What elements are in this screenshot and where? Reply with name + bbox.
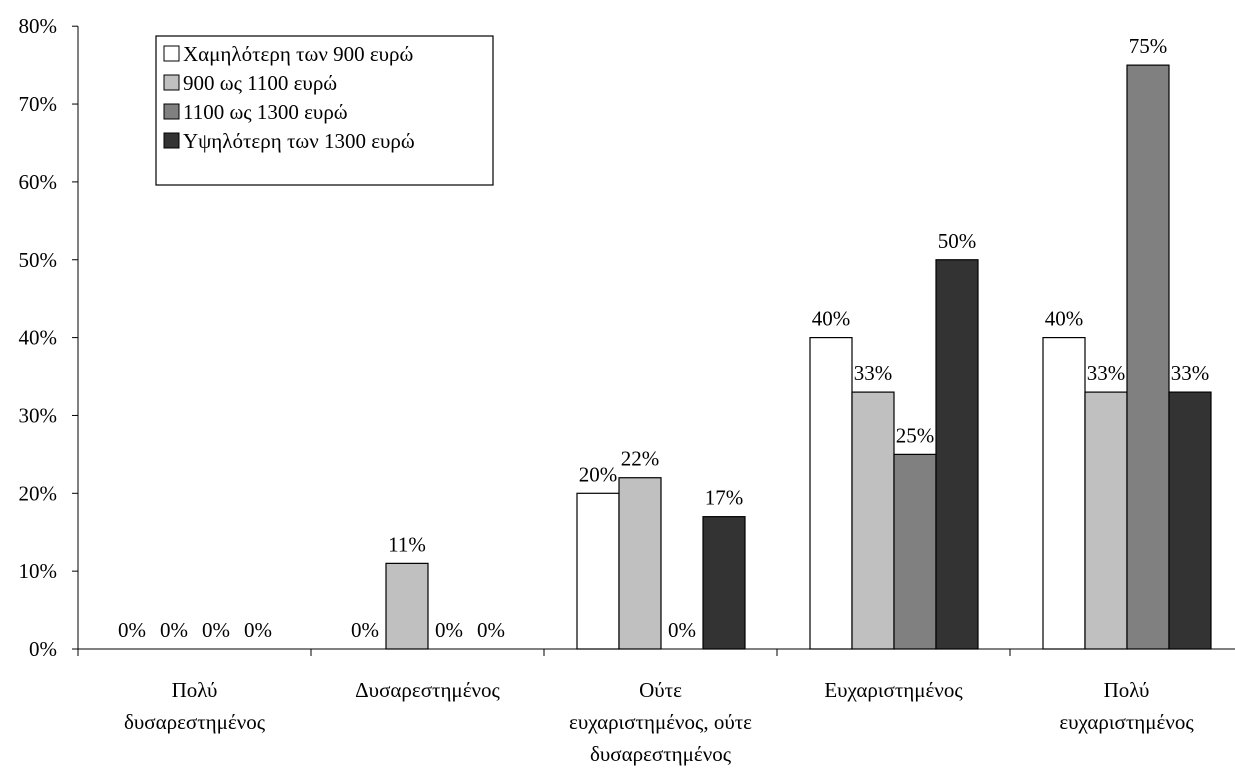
bar	[702, 516, 746, 650]
data-labels: 0% 0% 20% 40% 40% 0% 11% 22% 33% 33% 0% 0% 0% 25% 75% 0…	[118, 34, 1209, 642]
legend-label: Υψηλότερη των 1300 ευρώ	[183, 129, 415, 153]
y-tick-label: 20%	[19, 481, 58, 505]
legend-swatch	[163, 45, 180, 62]
data-label: 40%	[1045, 307, 1084, 331]
data-label: 0%	[668, 618, 696, 642]
bar	[851, 391, 895, 650]
x-category-label: Ευχαριστημένος	[824, 678, 963, 702]
legend-swatch	[163, 74, 180, 91]
data-label: 0%	[435, 618, 463, 642]
legend: Χαμηλότερη των 900 ευρώ 900 ως 1100 ευρώ 1…	[155, 35, 494, 186]
bar	[1042, 337, 1086, 650]
y-tick-label: 80%	[19, 14, 58, 38]
y-tick-label: 60%	[19, 170, 58, 194]
data-label: 0%	[244, 618, 272, 642]
data-label: 75%	[1129, 34, 1168, 58]
legend-label: 900 ως 1100 ευρώ	[183, 71, 337, 95]
bar	[893, 453, 937, 650]
x-category-label: Ούτε	[639, 678, 682, 702]
data-label: 0%	[118, 618, 146, 642]
data-label: 33%	[854, 361, 893, 385]
bar	[1168, 391, 1212, 650]
bar	[935, 259, 979, 650]
x-category-label: δυσαρεστημένος	[590, 742, 732, 766]
x-category-label: Πολύ	[1104, 678, 1150, 702]
bar	[385, 562, 429, 650]
y-tick-label: 40%	[19, 326, 58, 350]
data-label: 0%	[477, 618, 505, 642]
bars	[385, 64, 1212, 650]
data-label: 17%	[705, 486, 744, 510]
data-label: 20%	[579, 462, 618, 486]
x-category-label: ευχαριστημένος	[1059, 710, 1194, 734]
y-tick-label: 10%	[19, 559, 58, 583]
bar	[618, 477, 662, 650]
legend-label: Χαμηλότερη των 900 ευρώ	[183, 42, 413, 66]
x-category-label: Δυσαρεστημένος	[355, 678, 500, 702]
y-tick-label: 0%	[29, 637, 57, 661]
data-label: 11%	[388, 532, 426, 556]
bar	[1084, 391, 1128, 650]
y-tick-label: 50%	[19, 248, 58, 272]
bar	[1126, 64, 1170, 650]
y-tick-label: 30%	[19, 403, 58, 427]
legend-box	[155, 35, 494, 186]
data-label: 22%	[621, 447, 660, 471]
x-category-label: Πολύ	[172, 678, 218, 702]
bar	[809, 337, 853, 650]
data-label: 0%	[351, 618, 379, 642]
data-label: 40%	[812, 307, 851, 331]
x-axis: Πολύ δυσαρεστημένος Δυσαρεστημένος Ούτε ευχα…	[77, 648, 1235, 766]
data-label: 0%	[160, 618, 188, 642]
y-tick-label: 70%	[19, 92, 58, 116]
data-label: 25%	[896, 423, 935, 447]
legend-label: 1100 ως 1300 ευρώ	[183, 100, 348, 124]
legend-swatch	[163, 103, 180, 120]
y-axis: 0% 10% 20% 30% 40% 50% 60% 70% 80%	[19, 14, 79, 661]
x-category-label: δυσαρεστημένος	[124, 710, 266, 734]
data-label: 50%	[938, 229, 977, 253]
data-label: 33%	[1171, 361, 1210, 385]
data-label: 33%	[1087, 361, 1126, 385]
data-label: 0%	[202, 618, 230, 642]
legend-swatch	[163, 132, 180, 149]
bar	[576, 492, 620, 650]
x-category-label: ευχαριστημένος, ούτε	[569, 710, 752, 734]
